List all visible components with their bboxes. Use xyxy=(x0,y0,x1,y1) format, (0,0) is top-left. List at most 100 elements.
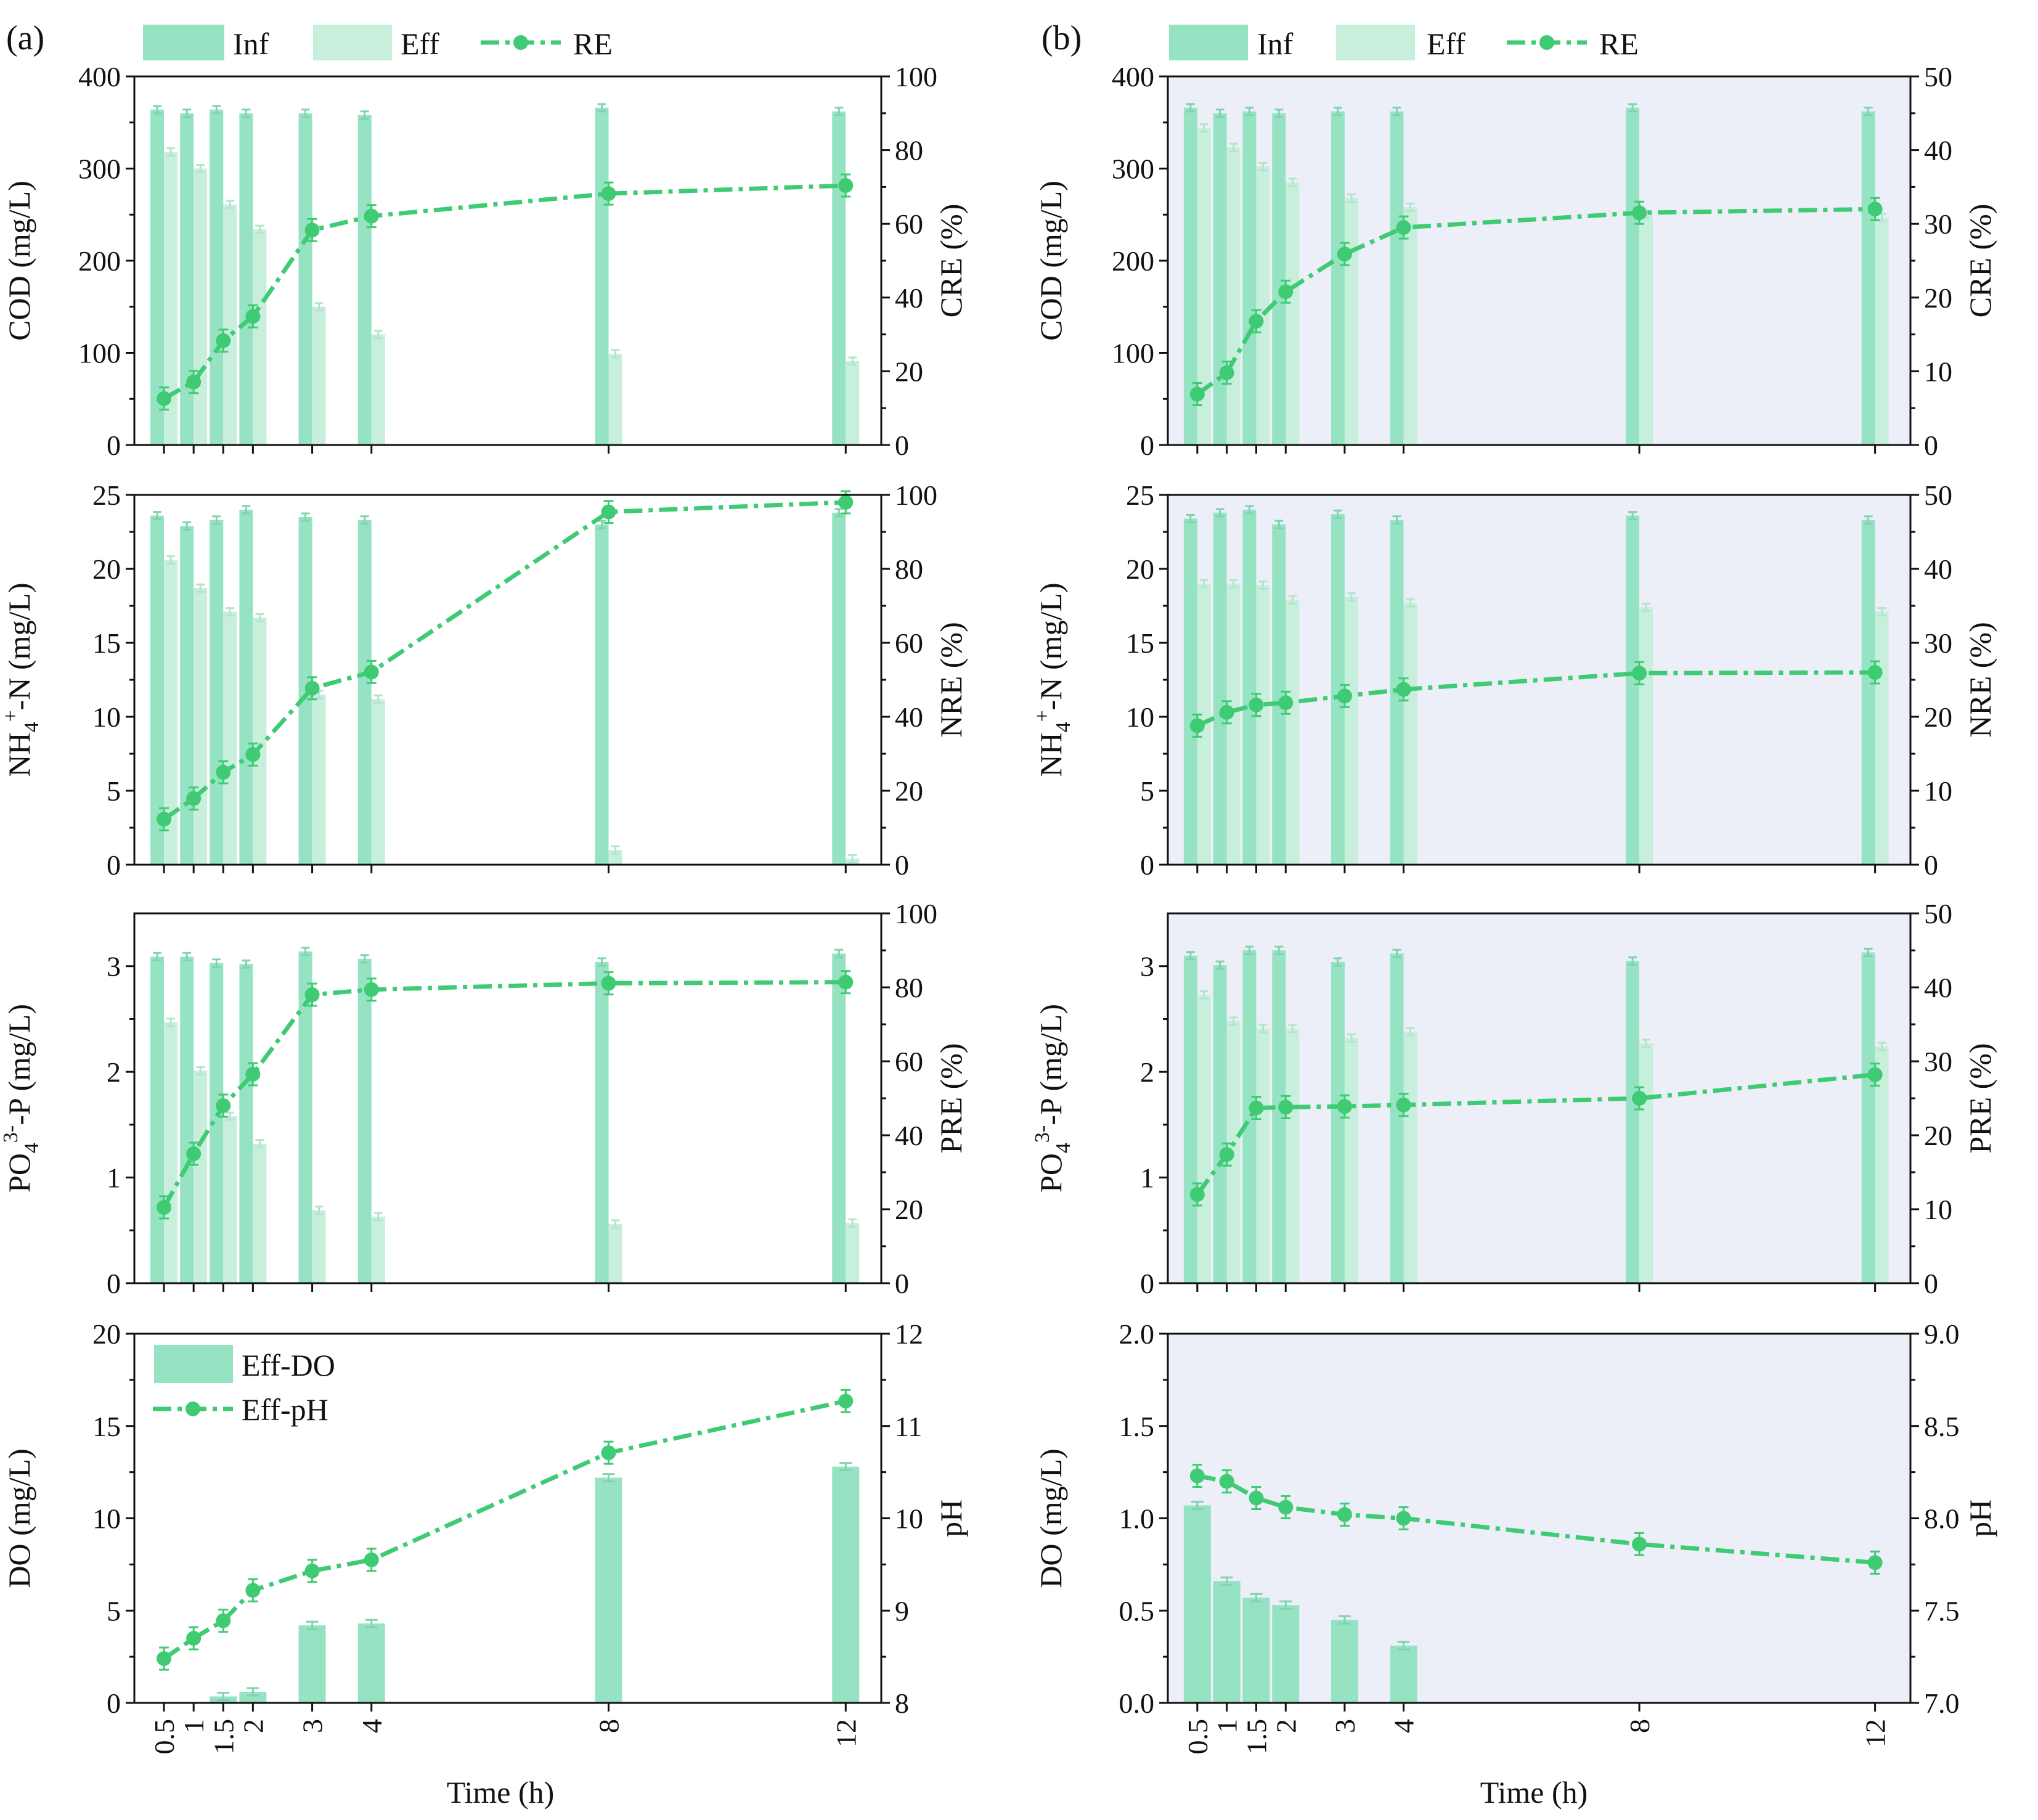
data-point-7 xyxy=(1867,1067,1883,1082)
bar-inf-1 xyxy=(1213,512,1227,865)
bar-inf-0 xyxy=(150,957,165,1283)
data-point-3 xyxy=(1278,284,1294,300)
y2-tick-label: 0 xyxy=(895,1268,909,1299)
y-axis-title-part: 4 xyxy=(1052,722,1075,732)
error-bar-eff-2 xyxy=(226,1111,235,1121)
chart-a-cod: 0 100 200 300 400 0 20 40 60 80 100 COD (mg/L) CRE (… xyxy=(2,61,968,461)
error-bar-eff-0 xyxy=(1199,579,1209,589)
y-tick-label: 0 xyxy=(1140,1268,1154,1299)
x-tick-label: 8 xyxy=(593,1719,625,1733)
bar-inf-1 xyxy=(1213,113,1227,446)
bar-eff-3 xyxy=(1286,182,1300,445)
data-point-1 xyxy=(186,1631,202,1646)
error-bar-do-2 xyxy=(217,1692,230,1702)
y2-tick-label: 0 xyxy=(1924,849,1938,881)
data-point-2 xyxy=(1249,314,1264,329)
legend-eff-label-a: Eff xyxy=(401,27,439,61)
y2-tick-label: 80 xyxy=(895,553,923,585)
y-tick-label: 100 xyxy=(1112,338,1154,369)
y2-tick-label: 10 xyxy=(1924,775,1952,807)
error-bar-do-5 xyxy=(365,1618,378,1628)
error-bar-eff-3 xyxy=(255,224,264,234)
data-point-6 xyxy=(601,186,616,202)
plot-frame xyxy=(133,1332,882,1704)
error-bar-do-3 xyxy=(247,1687,259,1697)
data-point-1 xyxy=(1219,1147,1234,1162)
error-bar-inf-4 xyxy=(301,108,310,118)
data-point-2 xyxy=(216,1613,231,1628)
bar-inf-3 xyxy=(239,113,253,446)
bar-inf-5 xyxy=(1390,953,1404,1283)
bar-inf-5 xyxy=(357,520,372,865)
error-bar-inf-4 xyxy=(1333,107,1342,116)
bar-inf-7 xyxy=(832,111,846,445)
data-point-0 xyxy=(1189,1468,1205,1483)
bar-eff-5 xyxy=(1403,603,1417,865)
bar-do-6 xyxy=(595,1477,622,1703)
bar-eff-2 xyxy=(223,1116,237,1283)
y2-tick-label: 100 xyxy=(895,898,937,929)
bar-eff-4 xyxy=(312,695,326,865)
y-axis-title-part: DO (mg/L) xyxy=(1033,1448,1068,1588)
error-bar-inf-5 xyxy=(360,954,369,964)
bar-inf-0 xyxy=(150,109,165,445)
error-bar-eff-1 xyxy=(196,164,205,173)
error-bar-eff-6 xyxy=(611,845,620,855)
y-tick-label: 5 xyxy=(107,1595,121,1626)
y-tick-label: 15 xyxy=(92,1411,121,1442)
bar-eff-0 xyxy=(164,560,178,865)
error-bar-inf-7 xyxy=(1864,515,1873,525)
bar-eff-5 xyxy=(371,1217,385,1283)
data-point-5 xyxy=(364,1552,379,1567)
y-tick-label: 5 xyxy=(1140,775,1154,807)
y-axis-title-part: 3- xyxy=(0,1125,22,1143)
bar-eff-5 xyxy=(371,334,385,445)
legend-re-label-a: RE xyxy=(573,27,613,61)
y2-tick-label: 0 xyxy=(895,849,909,881)
y2-tick-label: 10 xyxy=(1924,1194,1952,1225)
error-bar-eff-0 xyxy=(166,1018,176,1027)
bar-eff-7 xyxy=(846,1223,860,1283)
error-bar-eff-4 xyxy=(314,302,324,312)
y-axis-title-part: -P (mg/L) xyxy=(1033,1004,1068,1125)
y2-tick-label: 20 xyxy=(1924,1120,1952,1151)
bar-eff-1 xyxy=(1226,584,1241,865)
data-point-3 xyxy=(245,309,261,324)
y-axis-title-part: 3- xyxy=(1031,1125,1054,1143)
data-point-1 xyxy=(1219,704,1234,720)
x-tick-label: 4 xyxy=(356,1719,388,1733)
error-bar-inf-7 xyxy=(1864,947,1873,957)
error-bar-inf-3 xyxy=(242,959,251,969)
y-tick-label: 200 xyxy=(78,245,121,277)
legend-eff-swatch-b xyxy=(1336,25,1415,60)
y-tick-label: 0 xyxy=(107,1687,121,1719)
panel-label-b: (b) xyxy=(1041,19,1082,57)
data-point-5 xyxy=(1396,1097,1411,1112)
chart-b-do-ph: 0.00.51.01.52.07.07.58.08.59.00.511.52 3 4… xyxy=(1033,1318,1997,1755)
error-bar-eff-0 xyxy=(1199,123,1209,133)
y-tick-label: 0 xyxy=(107,849,121,881)
error-bar-eff-3 xyxy=(1288,178,1297,187)
bar-inf-7 xyxy=(832,953,846,1283)
bar-inf-4 xyxy=(298,951,312,1283)
data-point-1 xyxy=(186,1146,202,1161)
legend-eff-swatch-a xyxy=(313,25,392,60)
bar-eff-0 xyxy=(1197,995,1211,1283)
data-point-3 xyxy=(1278,1100,1294,1115)
y2-tick-label: 30 xyxy=(1924,1046,1952,1077)
bar-eff-5 xyxy=(1403,1032,1417,1283)
bar-inf-6 xyxy=(1626,961,1640,1283)
error-bar-eff-3 xyxy=(1288,1024,1297,1034)
y-tick-label: 0 xyxy=(1140,430,1154,461)
y-axis-title-part: COD (mg/L) xyxy=(2,181,36,341)
error-bar-eff-1 xyxy=(1229,579,1238,589)
bar-inf-2 xyxy=(1242,510,1257,865)
data-point-7 xyxy=(1867,1555,1883,1570)
x-axis-title-a: Time (h) xyxy=(447,1775,555,1810)
y-tick-label: 0 xyxy=(107,430,121,461)
bar-inf-3 xyxy=(239,964,253,1283)
error-bar-do-4 xyxy=(1338,1615,1351,1625)
bar-eff-2 xyxy=(223,611,237,865)
y-tick-label: 10 xyxy=(92,1503,121,1535)
